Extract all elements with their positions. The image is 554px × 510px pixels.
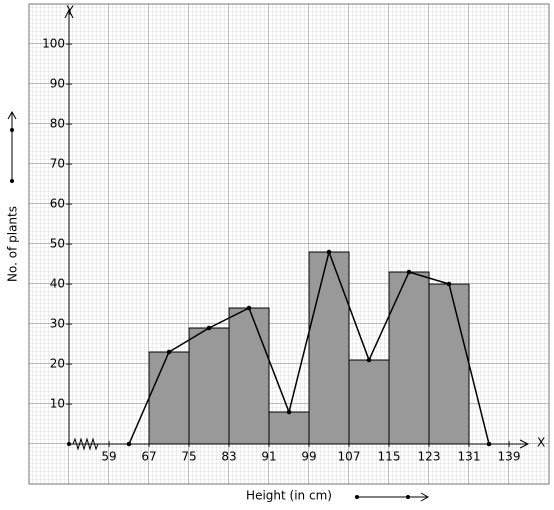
x-tick-label: 107 (338, 450, 361, 464)
y-axis-name: Y (65, 4, 74, 18)
bar (148, 351, 190, 445)
y-tick-label: 50 (50, 237, 65, 251)
polygon-point (206, 325, 212, 331)
x-tick-label: 123 (418, 450, 441, 464)
x-tick-label: 59 (101, 450, 116, 464)
polygon-point (366, 357, 372, 363)
polygon-point (406, 269, 412, 275)
y-tick-label: 90 (50, 77, 65, 91)
bar (348, 359, 390, 445)
bar (188, 327, 230, 445)
bar (428, 283, 470, 445)
x-tick-label: 75 (181, 450, 196, 464)
y-axis-label: No. of plants (6, 206, 20, 282)
y-tick-label: 70 (50, 157, 65, 171)
decor-arrows (7, 110, 430, 502)
polygon-point (446, 281, 452, 287)
y-tick-label: 80 (50, 117, 65, 131)
y-arrow (64, 8, 74, 19)
bar (388, 271, 430, 445)
x-tick-label: 67 (141, 450, 156, 464)
x-tick-label: 99 (301, 450, 316, 464)
bar (228, 307, 270, 445)
x-axis-label: Height (in cm) (246, 489, 332, 503)
x-tick-label: 131 (458, 450, 481, 464)
x-tick-label: 83 (221, 450, 236, 464)
polygon-point (126, 441, 132, 447)
frequency-polygon (128, 249, 490, 445)
x-arrow (519, 439, 530, 449)
y-tick-label: 30 (50, 317, 65, 331)
y-tick-label: 40 (50, 277, 65, 291)
bar (308, 251, 350, 445)
x-tick-label: 115 (378, 450, 401, 464)
x-tick-label: 91 (261, 450, 276, 464)
y-tick-label: 60 (50, 197, 65, 211)
decor-dots (10, 128, 410, 499)
y-tick-label: 10 (50, 397, 65, 411)
bar (268, 411, 310, 445)
polygon-point (246, 305, 252, 311)
polygon-point (486, 441, 492, 447)
axis-break (72, 437, 99, 451)
polygon-point (286, 409, 292, 415)
x-axis-name: X (537, 436, 545, 450)
y-tick-label: 100 (42, 37, 65, 51)
plot (148, 251, 470, 445)
y-tick-label: 20 (50, 357, 65, 371)
polygon-point (166, 349, 172, 355)
origin (67, 442, 71, 446)
polygon-point (326, 249, 332, 255)
x-tick-label: 139 (498, 450, 521, 464)
